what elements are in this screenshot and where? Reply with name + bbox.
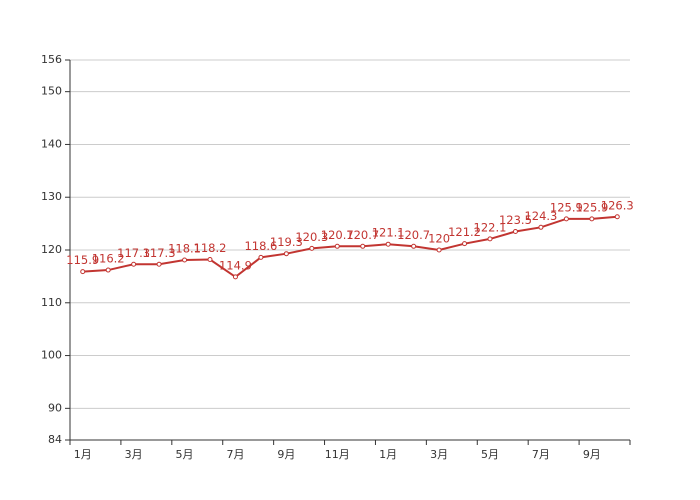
x-tick-label: 1月 bbox=[379, 448, 397, 461]
x-tick-label: 5月 bbox=[176, 448, 194, 461]
x-tick-label: 3月 bbox=[430, 448, 448, 461]
y-tick-label: 110 bbox=[41, 296, 62, 309]
y-tick-label: 130 bbox=[41, 190, 62, 203]
point bbox=[462, 241, 468, 247]
x-tick-label: 3月 bbox=[125, 448, 143, 461]
point bbox=[105, 267, 111, 273]
x-tick-label: 9月 bbox=[583, 448, 601, 461]
point bbox=[385, 241, 391, 247]
value-label: 122.1 bbox=[474, 220, 507, 234]
value-label: 121.1 bbox=[372, 226, 405, 240]
point bbox=[563, 216, 569, 222]
point bbox=[512, 229, 518, 235]
y-tick-label: 90 bbox=[48, 401, 62, 414]
point bbox=[538, 224, 544, 230]
point bbox=[334, 243, 340, 249]
value-label: 118.1 bbox=[168, 242, 201, 256]
value-label: 120 bbox=[428, 232, 450, 246]
point bbox=[156, 261, 162, 267]
point bbox=[614, 214, 620, 220]
value-label: 117.3 bbox=[143, 246, 176, 260]
value-label: 124.3 bbox=[524, 209, 557, 223]
value-label: 121.2 bbox=[448, 225, 481, 239]
point bbox=[258, 254, 264, 260]
point bbox=[207, 257, 213, 262]
value-label: 119.3 bbox=[270, 235, 303, 249]
x-tick-label: 1月 bbox=[74, 448, 92, 461]
x-tick-label: 9月 bbox=[277, 448, 295, 461]
point bbox=[309, 245, 315, 251]
y-tick-label: 84 bbox=[48, 433, 62, 446]
point bbox=[182, 257, 188, 263]
value-label: 118.6 bbox=[244, 239, 277, 253]
value-label: 114.9 bbox=[219, 258, 252, 272]
y-tick-label: 120 bbox=[41, 243, 62, 256]
x-tick-label: 7月 bbox=[532, 448, 550, 461]
value-label: 117.3 bbox=[117, 246, 150, 260]
value-label: 118.2 bbox=[194, 241, 227, 255]
point bbox=[487, 236, 493, 242]
point bbox=[411, 243, 417, 249]
point bbox=[80, 269, 86, 275]
y-tick-label: 150 bbox=[41, 85, 62, 98]
value-label: 120.3 bbox=[295, 230, 328, 244]
value-label: 115.9 bbox=[66, 253, 99, 267]
point bbox=[131, 261, 137, 267]
point bbox=[283, 251, 289, 257]
value-label: 120.7 bbox=[397, 228, 430, 242]
value-label: 123.5 bbox=[499, 213, 532, 227]
value-label: 120.7 bbox=[346, 228, 379, 242]
point bbox=[436, 247, 442, 253]
line bbox=[82, 215, 618, 279]
value-label: 120.7 bbox=[321, 228, 354, 242]
x-tick-label: 7月 bbox=[226, 448, 244, 461]
x-tick-label: 5月 bbox=[481, 448, 499, 461]
y-tick-label: 156 bbox=[41, 53, 62, 66]
value-label: 125.9 bbox=[575, 200, 608, 214]
y-tick-label: 140 bbox=[41, 137, 62, 150]
point bbox=[360, 243, 366, 249]
x-tick-label: 11月 bbox=[325, 448, 350, 461]
value-label: 126.3 bbox=[601, 198, 634, 212]
point bbox=[589, 216, 595, 222]
value-label: 116.2 bbox=[92, 252, 125, 266]
y-tick-label: 100 bbox=[41, 349, 62, 362]
point bbox=[232, 274, 238, 280]
value-label: 125.9 bbox=[550, 200, 583, 214]
